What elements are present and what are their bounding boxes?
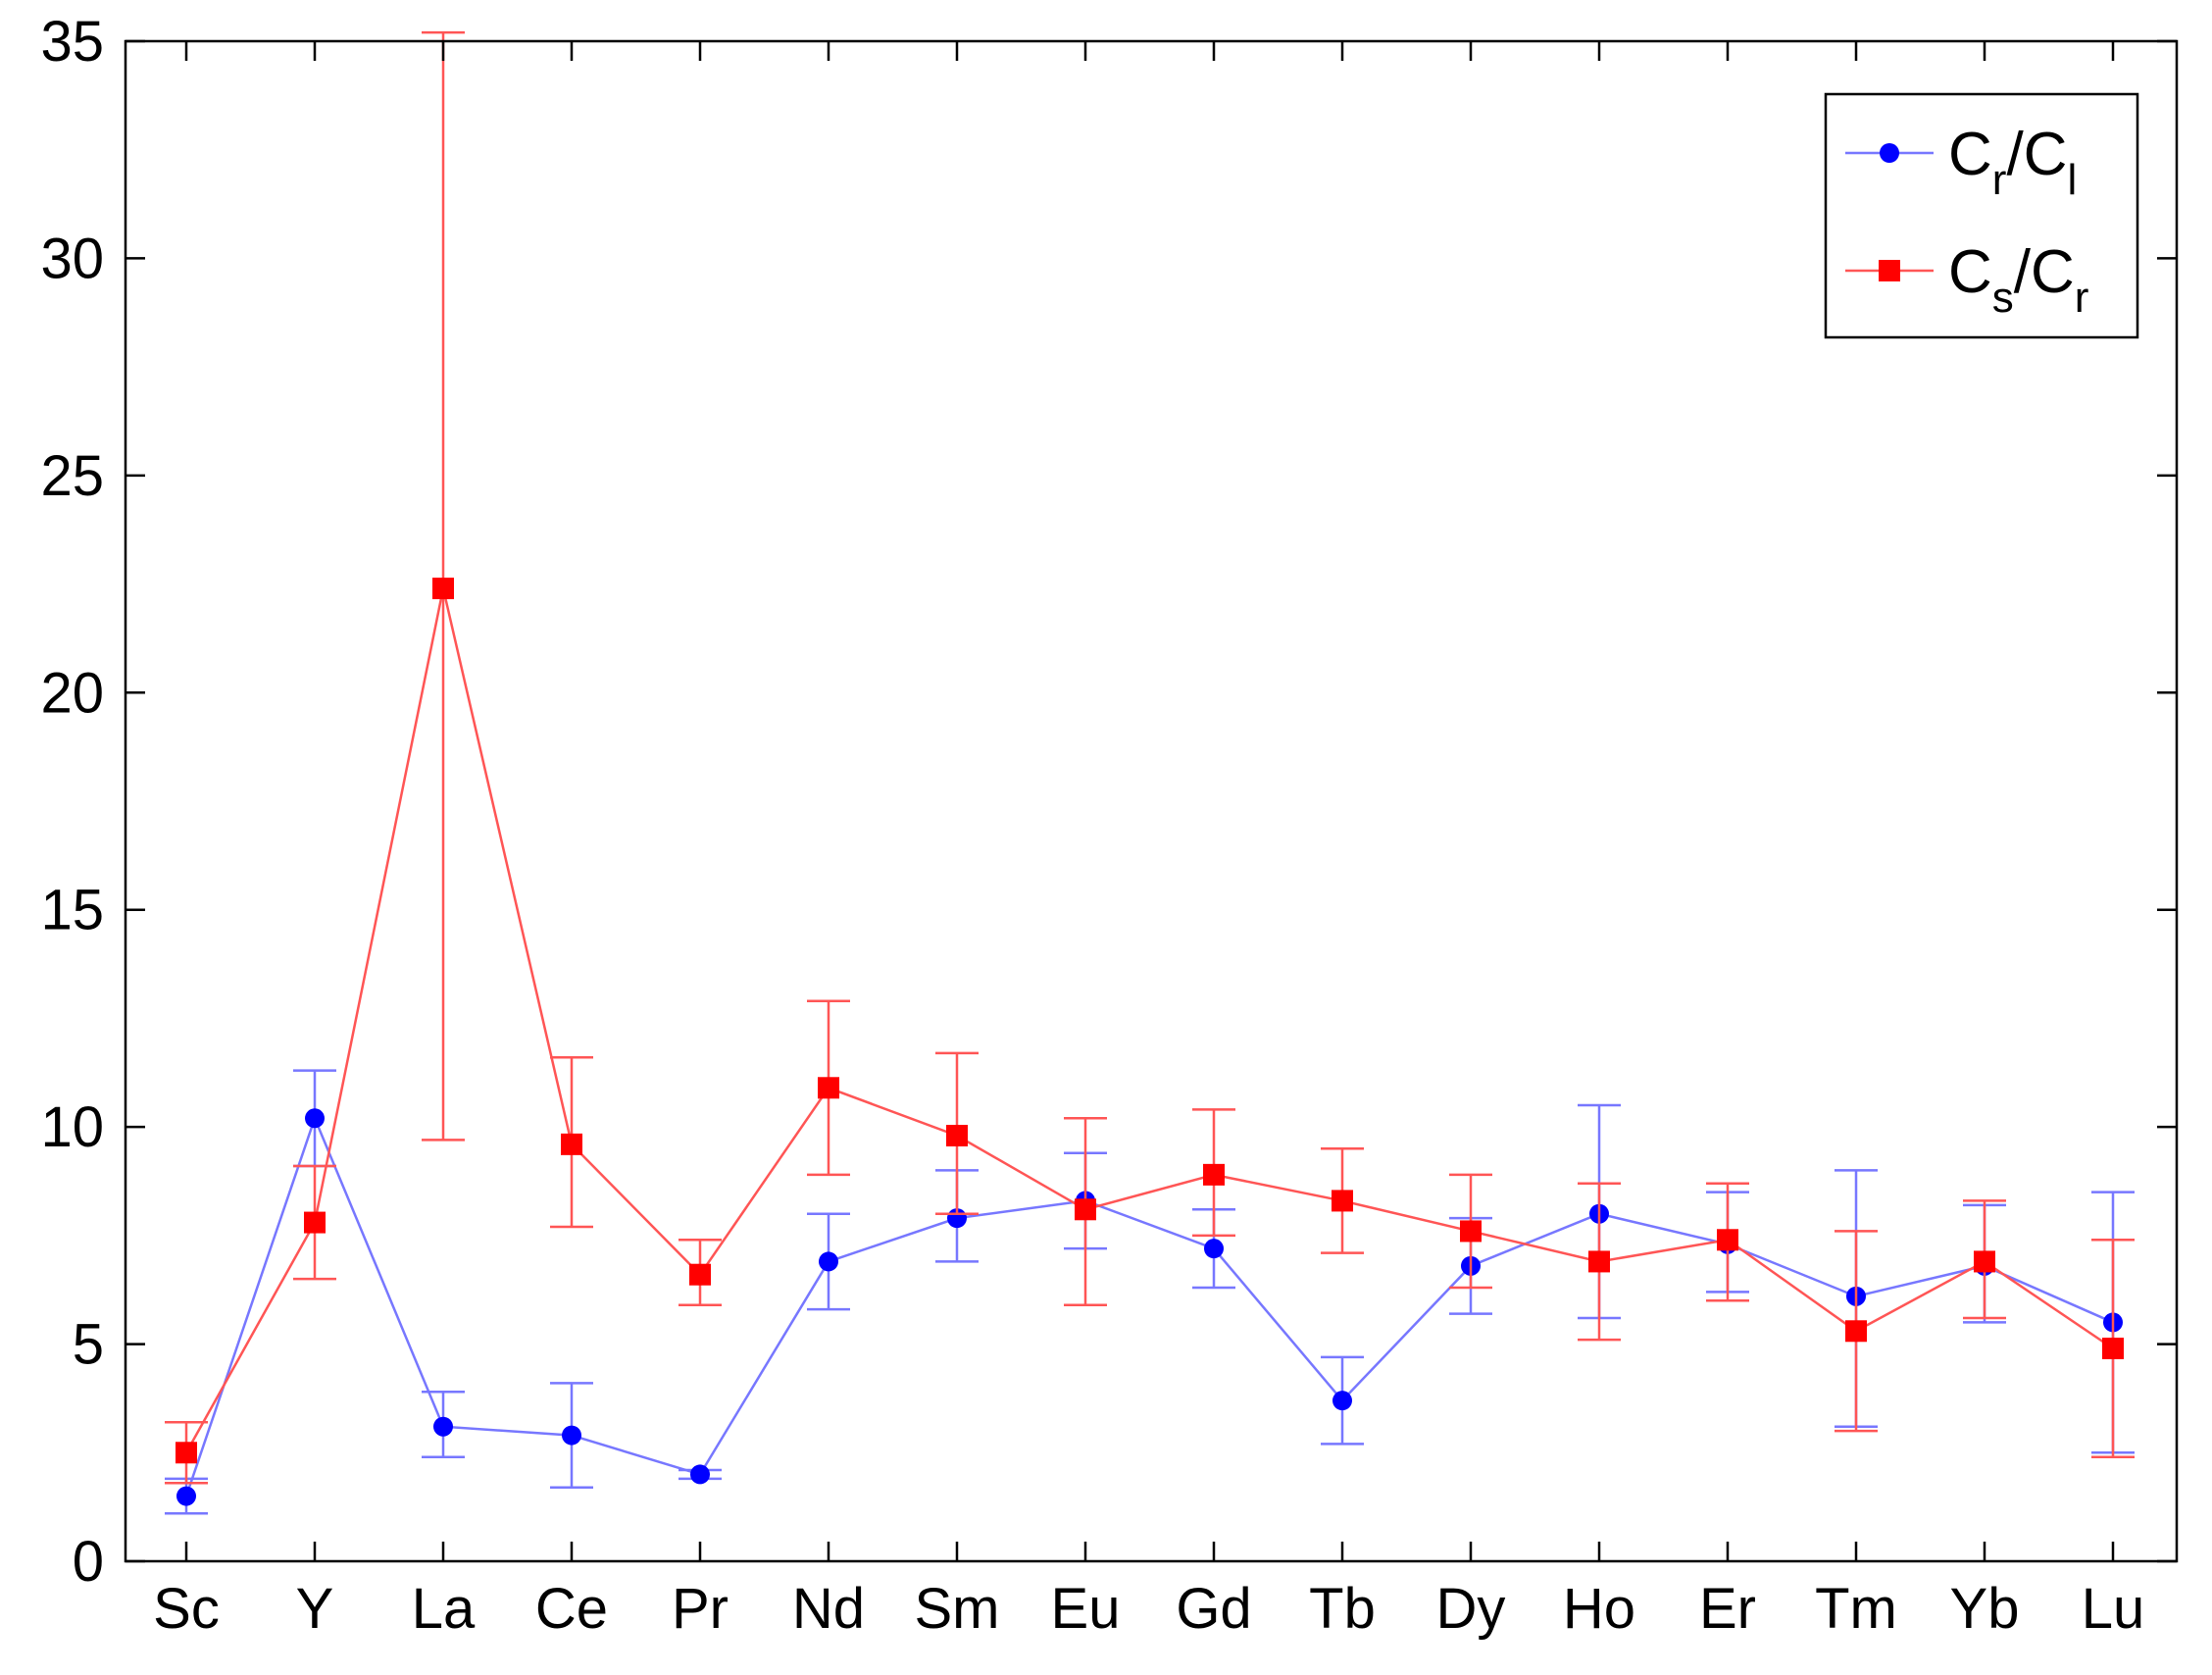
legend-label-legend-sub-1: r <box>1992 156 2007 204</box>
legend-label-legend-main-1: C <box>1948 238 1992 306</box>
series-layer <box>165 30 2135 1515</box>
data-point <box>818 1077 839 1099</box>
data-point <box>946 1125 968 1146</box>
legend-marker <box>1879 260 1900 281</box>
data-point <box>432 578 454 599</box>
data-point <box>1588 1250 1610 1273</box>
data-point <box>1845 1320 1867 1343</box>
legend-label-legend-slash: / <box>2006 121 2024 188</box>
y-tick-label: 35 <box>40 10 104 74</box>
legend-label-legend-sub-1: s <box>1992 274 2014 322</box>
data-point <box>2102 1338 2124 1359</box>
data-point <box>433 1416 453 1437</box>
x-tick-label: Sm <box>915 1577 1000 1641</box>
data-point <box>690 1464 710 1485</box>
y-tick-label: 5 <box>73 1313 104 1377</box>
legend-label-legend-sub-2: r <box>2075 274 2089 322</box>
axes-layer: 0 5 10 15 20 25 30 35 Sc Y La Ce Pr Nd Sm Eu Gd Tb Dy Ho Er T… <box>40 10 2177 1641</box>
legend-entry: Cs​/Cr​ <box>1845 238 2088 322</box>
data-point <box>1717 1229 1738 1251</box>
series-line <box>184 587 2114 1453</box>
legend-label-legend-main-1: C <box>1948 121 1992 188</box>
x-tick-label: Pr <box>672 1577 729 1641</box>
data-point <box>1075 1198 1096 1221</box>
x-tick-label: La <box>412 1577 476 1641</box>
series-line <box>184 1114 2114 1497</box>
x-tick-label: Yb <box>1950 1577 2020 1641</box>
legend: Cr​/Cl​ Cs​/Cr​ <box>1824 92 2139 339</box>
data-point <box>1460 1220 1482 1243</box>
x-tick-label: Tm <box>1815 1577 1897 1641</box>
x-tick-label: Eu <box>1051 1577 1121 1641</box>
legend-box <box>1824 92 2139 339</box>
x-tick-label: Y <box>296 1577 334 1641</box>
data-point <box>561 1133 582 1155</box>
x-tick-label: Er <box>1699 1577 1756 1641</box>
data-point <box>689 1263 711 1286</box>
data-point <box>176 1442 197 1464</box>
y-tick-label: 30 <box>40 227 104 290</box>
legend-label-legend-slash: / <box>2014 238 2032 306</box>
data-point <box>1974 1250 1995 1273</box>
data-point <box>1203 1163 1225 1186</box>
x-tick-label: Lu <box>2082 1577 2145 1641</box>
y-tick-label: 15 <box>40 879 104 942</box>
plot-frame <box>124 39 2179 1563</box>
data-point <box>562 1425 581 1446</box>
x-tick-label: Ho <box>1563 1577 1635 1641</box>
legend-marker <box>1880 143 1899 163</box>
series-cs-cr <box>165 30 2135 1485</box>
x-tick-label: Tb <box>1309 1577 1376 1641</box>
legend-label-legend-main-2: C <box>2024 121 2068 188</box>
legend-label-legend-main-2: C <box>2031 238 2075 306</box>
x-tick-label: Ce <box>535 1577 608 1641</box>
legend-entry: Cr​/Cl​ <box>1845 121 2077 204</box>
data-point <box>1332 1391 1352 1411</box>
legend-label: Cr​/Cl​ <box>1948 121 2077 204</box>
y-tick-label: 10 <box>40 1095 104 1159</box>
y-tick-label: 20 <box>40 661 104 725</box>
data-point <box>304 1211 326 1234</box>
legend-label-legend-sub-2: l <box>2067 156 2077 204</box>
x-tick-label: Sc <box>153 1577 220 1641</box>
y-tick-label: 0 <box>73 1530 104 1594</box>
x-tick-label: Nd <box>792 1577 865 1641</box>
legend-label: Cs​/Cr​ <box>1948 238 2088 322</box>
data-point <box>176 1486 196 1506</box>
y-tick-label: 25 <box>40 444 104 508</box>
data-point <box>1332 1190 1353 1212</box>
data-point <box>305 1108 325 1129</box>
x-tick-label: Gd <box>1176 1577 1251 1641</box>
x-tick-label: Dy <box>1436 1577 1506 1641</box>
data-point <box>819 1251 838 1272</box>
data-point <box>1204 1239 1224 1259</box>
